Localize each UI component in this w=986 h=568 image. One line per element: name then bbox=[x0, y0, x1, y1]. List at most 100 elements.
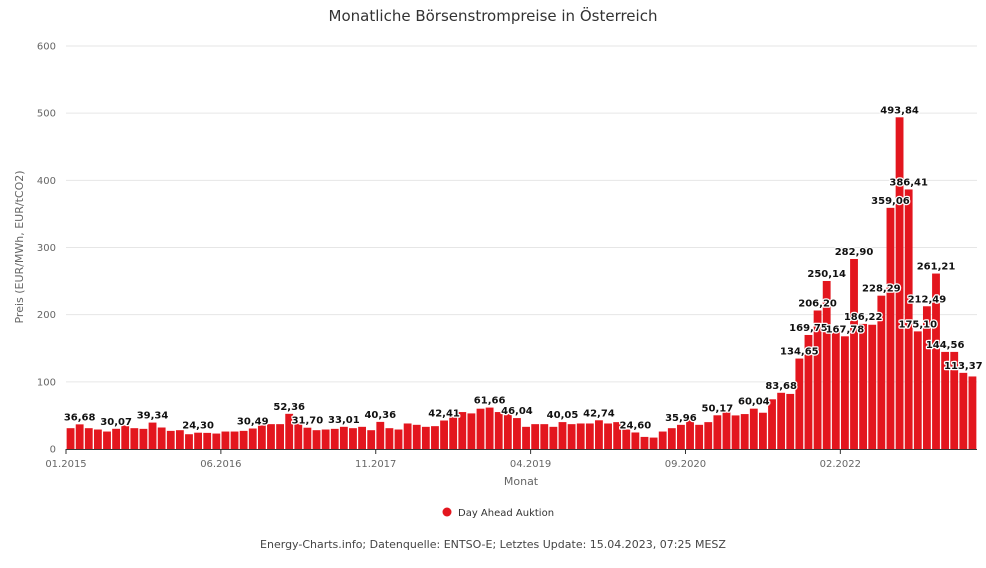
bar[interactable] bbox=[175, 430, 184, 449]
bar[interactable] bbox=[276, 424, 284, 449]
bar[interactable] bbox=[230, 431, 239, 449]
bar[interactable] bbox=[868, 324, 877, 449]
bar[interactable] bbox=[749, 408, 758, 449]
bar[interactable] bbox=[968, 376, 977, 449]
bar[interactable] bbox=[349, 428, 357, 449]
bar[interactable] bbox=[458, 412, 467, 449]
bar[interactable] bbox=[513, 418, 521, 449]
bar[interactable] bbox=[303, 427, 312, 449]
bar[interactable] bbox=[859, 323, 868, 449]
bar[interactable] bbox=[376, 421, 385, 449]
bar[interactable] bbox=[148, 422, 157, 449]
bar[interactable] bbox=[294, 423, 303, 449]
bar[interactable] bbox=[913, 331, 922, 449]
bar[interactable] bbox=[440, 420, 448, 449]
bar[interactable] bbox=[267, 424, 275, 449]
bar[interactable] bbox=[731, 415, 740, 449]
bar[interactable] bbox=[831, 329, 840, 449]
bar[interactable] bbox=[558, 422, 567, 449]
bar[interactable] bbox=[941, 351, 950, 449]
bar[interactable] bbox=[503, 412, 512, 449]
bar[interactable] bbox=[713, 415, 722, 449]
bar[interactable] bbox=[403, 423, 412, 449]
legend-item[interactable]: Day Ahead Auktion bbox=[442, 507, 555, 520]
bar[interactable] bbox=[467, 413, 476, 449]
bar[interactable] bbox=[777, 392, 786, 449]
bar[interactable] bbox=[850, 258, 858, 449]
bar[interactable] bbox=[367, 430, 376, 449]
bar[interactable] bbox=[677, 424, 685, 449]
bar[interactable] bbox=[130, 428, 139, 449]
bar[interactable] bbox=[686, 419, 694, 449]
bar[interactable] bbox=[394, 429, 403, 449]
bar[interactable] bbox=[759, 412, 767, 449]
bar[interactable] bbox=[804, 334, 813, 449]
bar[interactable] bbox=[613, 422, 622, 449]
bar[interactable] bbox=[640, 436, 649, 449]
bar[interactable] bbox=[695, 424, 704, 449]
bar[interactable] bbox=[330, 428, 339, 449]
bar[interactable] bbox=[631, 432, 640, 449]
bar[interactable] bbox=[285, 413, 294, 449]
bar[interactable] bbox=[312, 430, 321, 449]
bar[interactable] bbox=[103, 431, 111, 449]
bar[interactable] bbox=[239, 430, 248, 449]
bar[interactable] bbox=[595, 420, 603, 449]
bar[interactable] bbox=[886, 207, 895, 449]
bar[interactable] bbox=[604, 423, 612, 449]
bar[interactable] bbox=[421, 426, 430, 449]
bar[interactable] bbox=[476, 408, 485, 449]
bar[interactable] bbox=[840, 336, 849, 449]
bar[interactable] bbox=[658, 431, 667, 449]
bar[interactable] bbox=[485, 407, 494, 449]
bar[interactable] bbox=[412, 424, 421, 449]
bar[interactable] bbox=[959, 372, 968, 449]
bar[interactable] bbox=[576, 423, 585, 449]
bar[interactable] bbox=[93, 429, 102, 449]
bar[interactable] bbox=[567, 424, 576, 449]
bar[interactable] bbox=[339, 426, 348, 449]
bar[interactable] bbox=[431, 426, 439, 449]
bar[interactable] bbox=[385, 428, 394, 449]
bar[interactable] bbox=[722, 411, 731, 449]
bar[interactable] bbox=[203, 432, 212, 449]
bar[interactable] bbox=[768, 399, 776, 449]
bar[interactable] bbox=[112, 428, 121, 449]
bar[interactable] bbox=[922, 306, 931, 449]
bar[interactable] bbox=[166, 430, 175, 449]
bar[interactable] bbox=[585, 423, 594, 449]
bar[interactable] bbox=[494, 412, 503, 449]
bar[interactable] bbox=[622, 429, 631, 449]
bar[interactable] bbox=[449, 416, 458, 449]
bar[interactable] bbox=[212, 433, 221, 449]
bar[interactable] bbox=[950, 351, 959, 449]
bar[interactable] bbox=[704, 422, 713, 449]
bar[interactable] bbox=[66, 428, 75, 449]
bar[interactable] bbox=[795, 358, 804, 449]
bar[interactable] bbox=[121, 425, 130, 449]
bar[interactable] bbox=[667, 428, 676, 449]
bar[interactable] bbox=[321, 429, 330, 449]
bar[interactable] bbox=[549, 426, 558, 449]
bar[interactable] bbox=[75, 424, 84, 449]
bar[interactable] bbox=[185, 434, 193, 449]
bar[interactable] bbox=[221, 431, 230, 449]
bar[interactable] bbox=[358, 426, 366, 449]
bar[interactable] bbox=[522, 426, 530, 449]
bar[interactable] bbox=[895, 117, 904, 450]
bar[interactable] bbox=[649, 437, 658, 449]
bar[interactable] bbox=[157, 427, 166, 449]
bar[interactable] bbox=[531, 424, 540, 449]
bar[interactable] bbox=[84, 428, 93, 449]
bar[interactable] bbox=[813, 310, 822, 450]
bar[interactable] bbox=[904, 189, 913, 449]
bar[interactable] bbox=[740, 414, 749, 449]
bar[interactable] bbox=[194, 432, 203, 449]
bar[interactable] bbox=[877, 295, 886, 449]
bar[interactable] bbox=[139, 428, 148, 449]
bar[interactable] bbox=[786, 393, 795, 449]
bar[interactable] bbox=[540, 424, 549, 449]
bar[interactable] bbox=[248, 428, 257, 449]
bar[interactable] bbox=[257, 425, 266, 449]
bar[interactable] bbox=[932, 273, 940, 449]
